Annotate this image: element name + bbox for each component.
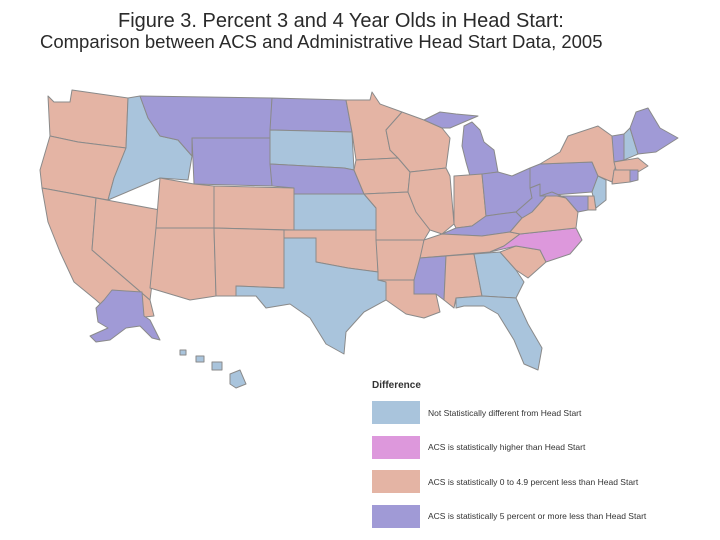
- state-NJ: [591, 175, 607, 209]
- state-MS: [413, 255, 447, 301]
- state-AZ: [149, 227, 217, 301]
- figure-title-line2: Comparison between ACS and Administrativ…: [40, 31, 603, 53]
- legend-swatch: [372, 435, 420, 459]
- state-HI-4: [229, 369, 247, 389]
- state-VT: [611, 133, 625, 163]
- legend-swatch: [372, 504, 420, 528]
- state-UT: [155, 177, 215, 229]
- state-PA: [529, 161, 599, 197]
- legend-swatch: [372, 470, 420, 493]
- state-ND: [269, 97, 353, 133]
- legend-label: ACS is statistically higher than Head St…: [428, 442, 586, 452]
- state-MI-UP: [423, 111, 479, 129]
- state-FL: [455, 295, 543, 371]
- figure-title: Figure 3. Percent 3 and 4 Year Olds in H…: [40, 10, 710, 53]
- legend-item-higher: ACS is statistically higher than Head St…: [372, 435, 702, 459]
- state-HI-2: [195, 355, 205, 363]
- state-WI: [385, 111, 451, 173]
- state-MD: [539, 191, 589, 213]
- state-AK: [89, 289, 161, 343]
- state-NC: [489, 227, 583, 263]
- state-DE: [587, 195, 597, 211]
- legend: Difference Not Statistically different f…: [372, 380, 702, 539]
- state-NM: [213, 227, 285, 297]
- legend-item-less-5: ACS is statistically 5 percent or more l…: [372, 504, 702, 528]
- state-HI-3: [211, 361, 223, 371]
- legend-item-not-significant: Not Statistically different from Head St…: [372, 401, 702, 424]
- legend-title: Difference: [372, 380, 421, 391]
- legend-item-less-0-4: ACS is statistically 0 to 4.9 percent le…: [372, 470, 702, 493]
- state-KS: [293, 193, 377, 231]
- state-CO: [213, 185, 295, 231]
- state-MI: [461, 121, 499, 177]
- legend-label: ACS is statistically 0 to 4.9 percent le…: [428, 476, 639, 487]
- state-SD: [269, 129, 355, 171]
- legend-swatch: [372, 401, 420, 424]
- state-CT: [611, 169, 631, 185]
- figure-title-line1: Figure 3. Percent 3 and 4 Year Olds in H…: [118, 10, 564, 32]
- legend-label: ACS is statistically 5 percent or more l…: [428, 511, 647, 521]
- state-RI: [629, 169, 639, 183]
- state-WY: [191, 137, 273, 187]
- state-TX: [235, 237, 387, 355]
- state-HI-1: [179, 349, 187, 356]
- legend-label: Not Statistically different from Head St…: [428, 407, 582, 418]
- state-ME: [629, 107, 679, 155]
- state-IA: [353, 157, 411, 195]
- state-MA: [613, 157, 649, 173]
